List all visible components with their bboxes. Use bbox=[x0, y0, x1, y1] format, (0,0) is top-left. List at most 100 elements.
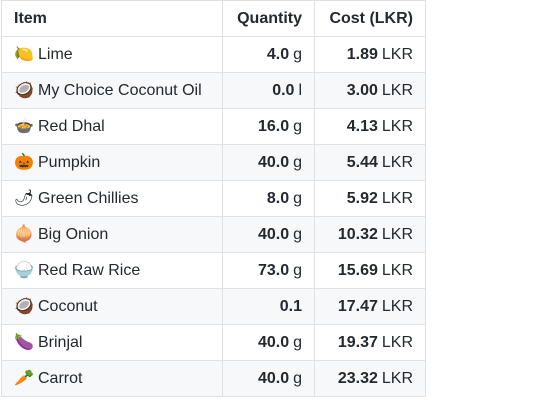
onion-icon: 🧅 bbox=[14, 224, 34, 243]
item-name: Red Dhal bbox=[38, 118, 105, 135]
eggplant-icon: 🍆 bbox=[14, 332, 34, 351]
quantity-value: 4.0 bbox=[266, 45, 290, 63]
cost-unit: LKR bbox=[381, 333, 413, 351]
cost-unit: LKR bbox=[381, 117, 413, 135]
quantity-value: 40.0 bbox=[257, 225, 290, 243]
cost-unit: LKR bbox=[381, 153, 413, 171]
cost-cell: 10.32 LKR bbox=[314, 216, 426, 253]
cost-cell: 4.13 LKR bbox=[314, 108, 426, 145]
quantity-unit: g bbox=[293, 333, 302, 351]
quantity-value: 40.0 bbox=[257, 333, 290, 351]
table-body: 🍋 Lime 4.0 g 1.89 LKR 🥥 My Choice Coconut Oil 0.… bbox=[1, 36, 426, 397]
cost-unit: LKR bbox=[381, 369, 413, 387]
quantity-cell: 40.0 g bbox=[222, 216, 315, 253]
table-row: 🌶 Green Chillies 8.0 g 5.92 LKR bbox=[1, 180, 426, 217]
quantity-cell: 4.0 g bbox=[222, 36, 315, 73]
quantity-unit: g bbox=[293, 153, 302, 171]
cost-cell: 19.37 LKR bbox=[314, 324, 426, 361]
cost-cell: 17.47 LKR bbox=[314, 288, 426, 325]
cost-value: 4.13 bbox=[346, 117, 378, 135]
quantity-unit: l bbox=[298, 81, 302, 99]
quantity-cell: 73.0 g bbox=[222, 252, 315, 289]
header-row: Item Quantity Cost (LKR) bbox=[1, 0, 426, 37]
quantity-unit: g bbox=[293, 117, 302, 135]
quantity-value: 16.0 bbox=[257, 117, 290, 135]
cost-cell: 1.89 LKR bbox=[314, 36, 426, 73]
item-name: Brinjal bbox=[38, 334, 83, 351]
cost-unit: LKR bbox=[381, 45, 413, 63]
cost-value: 23.32 bbox=[337, 369, 378, 387]
item-name: Green Chillies bbox=[38, 190, 139, 207]
item-cell: 🥥 Coconut bbox=[1, 288, 223, 325]
cost-value: 3.00 bbox=[346, 81, 378, 99]
table-row: 🥥 Coconut 0.1 17.47 LKR bbox=[1, 288, 426, 325]
cost-unit: LKR bbox=[381, 261, 413, 279]
item-cell: 🍋 Lime bbox=[1, 36, 223, 73]
item-name: Coconut bbox=[38, 298, 98, 315]
item-name: My Choice Coconut Oil bbox=[38, 82, 202, 99]
pumpkin-icon: 🎃 bbox=[14, 152, 34, 171]
quantity-value: 40.0 bbox=[257, 153, 290, 171]
cost-value: 1.89 bbox=[346, 45, 378, 63]
cost-value: 19.37 bbox=[337, 333, 378, 351]
table-row: 🎃 Pumpkin 40.0 g 5.44 LKR bbox=[1, 144, 426, 181]
coconut-icon: 🥥 bbox=[14, 296, 34, 315]
cost-cell: 23.32 LKR bbox=[314, 360, 426, 397]
cost-value: 17.47 bbox=[337, 297, 378, 315]
cost-unit: LKR bbox=[381, 189, 413, 207]
chilli-icon: 🌶 bbox=[14, 188, 35, 207]
item-cell: 🥕 Carrot bbox=[1, 360, 223, 397]
cost-value: 15.69 bbox=[337, 261, 378, 279]
quantity-unit: g bbox=[293, 225, 302, 243]
table-row: 🥥 My Choice Coconut Oil 0.0 l 3.00 LKR bbox=[1, 72, 426, 109]
item-cell: 🍚 Red Raw Rice bbox=[1, 252, 223, 289]
item-column-header: Item bbox=[1, 0, 223, 37]
cost-unit: LKR bbox=[381, 297, 413, 315]
table-row: 🍚 Red Raw Rice 73.0 g 15.69 LKR bbox=[1, 252, 426, 289]
ingredients-table: Item Quantity Cost (LKR) 🍋 Lime 4.0 g 1.89 LK… bbox=[1, 0, 426, 397]
item-name: Big Onion bbox=[38, 226, 109, 243]
quantity-cell: 0.0 l bbox=[222, 72, 315, 109]
table-header: Item Quantity Cost (LKR) bbox=[1, 0, 426, 37]
cost-cell: 15.69 LKR bbox=[314, 252, 426, 289]
quantity-cell: 40.0 g bbox=[222, 144, 315, 181]
quantity-value: 8.0 bbox=[266, 189, 290, 207]
cost-value: 5.44 bbox=[346, 153, 378, 171]
cost-unit: LKR bbox=[381, 81, 413, 99]
quantity-cell: 16.0 g bbox=[222, 108, 315, 145]
item-cell: 🧅 Big Onion bbox=[1, 216, 223, 253]
item-name: Carrot bbox=[38, 370, 83, 387]
quantity-value: 40.0 bbox=[257, 369, 290, 387]
quantity-cell: 8.0 g bbox=[222, 180, 315, 217]
cost-value: 5.92 bbox=[346, 189, 378, 207]
quantity-value: 0.1 bbox=[279, 297, 302, 315]
quantity-unit: g bbox=[293, 189, 302, 207]
quantity-unit: g bbox=[293, 369, 302, 387]
table-row: 🥕 Carrot 40.0 g 23.32 LKR bbox=[1, 360, 426, 397]
quantity-unit: g bbox=[293, 45, 302, 63]
quantity-value: 0.0 bbox=[272, 81, 295, 99]
stew-pot-icon: 🍲 bbox=[14, 116, 34, 135]
cost-cell: 3.00 LKR bbox=[314, 72, 426, 109]
quantity-unit: g bbox=[293, 261, 302, 279]
quantity-value: 73.0 bbox=[257, 261, 290, 279]
table-row: 🧅 Big Onion 40.0 g 10.32 LKR bbox=[1, 216, 426, 253]
quantity-column-header: Quantity bbox=[222, 0, 315, 37]
lime-icon: 🍋 bbox=[14, 44, 34, 63]
item-cell: 🌶 Green Chillies bbox=[1, 180, 223, 217]
cost-cell: 5.92 LKR bbox=[314, 180, 426, 217]
item-cell: 🍆 Brinjal bbox=[1, 324, 223, 361]
item-name: Pumpkin bbox=[38, 154, 101, 171]
cost-unit: LKR bbox=[381, 225, 413, 243]
item-name: Red Raw Rice bbox=[38, 262, 141, 279]
quantity-cell: 40.0 g bbox=[222, 324, 315, 361]
table-row: 🍆 Brinjal 40.0 g 19.37 LKR bbox=[1, 324, 426, 361]
cost-value: 10.32 bbox=[337, 225, 378, 243]
table-row: 🍋 Lime 4.0 g 1.89 LKR bbox=[1, 36, 426, 73]
cost-cell: 5.44 LKR bbox=[314, 144, 426, 181]
item-cell: 🍲 Red Dhal bbox=[1, 108, 223, 145]
rice-bowl-icon: 🍚 bbox=[14, 260, 34, 279]
item-name: Lime bbox=[38, 46, 73, 63]
quantity-cell: 0.1 bbox=[222, 288, 315, 325]
quantity-cell: 40.0 g bbox=[222, 360, 315, 397]
